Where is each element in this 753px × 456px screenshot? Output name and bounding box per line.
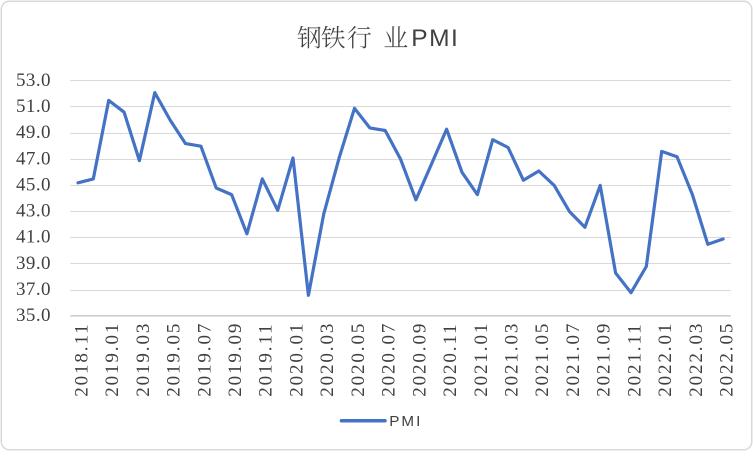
svg-text:2019.03: 2019.03 <box>133 322 154 397</box>
svg-text:47.0: 47.0 <box>16 148 51 169</box>
svg-text:2021.07: 2021.07 <box>563 322 584 397</box>
svg-text:35.0: 35.0 <box>16 305 51 326</box>
svg-text:2019.05: 2019.05 <box>164 322 185 397</box>
svg-text:2020.11: 2020.11 <box>440 322 461 396</box>
svg-text:2021.05: 2021.05 <box>532 322 553 397</box>
svg-text:2019.07: 2019.07 <box>194 322 215 397</box>
svg-text:2020.03: 2020.03 <box>317 322 338 397</box>
svg-text:49.0: 49.0 <box>16 122 51 143</box>
svg-text:39.0: 39.0 <box>16 253 51 274</box>
svg-text:2021.09: 2021.09 <box>594 322 615 397</box>
svg-text:PMI: PMI <box>411 25 459 52</box>
svg-text:2020.01: 2020.01 <box>286 322 307 397</box>
svg-text:2021.01: 2021.01 <box>471 322 492 397</box>
svg-text:2022.03: 2022.03 <box>686 322 707 397</box>
svg-text:43.0: 43.0 <box>16 201 51 222</box>
svg-text:41.0: 41.0 <box>16 227 51 248</box>
svg-text:2020.07: 2020.07 <box>379 322 400 397</box>
svg-text:2019.11: 2019.11 <box>256 322 277 396</box>
svg-text:2019.01: 2019.01 <box>102 322 123 397</box>
svg-text:PMI: PMI <box>389 413 422 430</box>
svg-text:2019.09: 2019.09 <box>225 322 246 397</box>
svg-text:45.0: 45.0 <box>16 174 51 195</box>
svg-text:37.0: 37.0 <box>16 279 51 300</box>
svg-text:2020.09: 2020.09 <box>409 322 430 397</box>
svg-text:2022.05: 2022.05 <box>717 322 738 397</box>
svg-text:2020.05: 2020.05 <box>348 322 369 397</box>
svg-text:2021.11: 2021.11 <box>624 322 645 396</box>
svg-text:2021.03: 2021.03 <box>502 322 523 397</box>
svg-text:2018.11: 2018.11 <box>71 322 92 396</box>
svg-text:53.0: 53.0 <box>16 70 51 91</box>
svg-text:51.0: 51.0 <box>16 96 51 117</box>
svg-text:2022.01: 2022.01 <box>655 322 676 397</box>
